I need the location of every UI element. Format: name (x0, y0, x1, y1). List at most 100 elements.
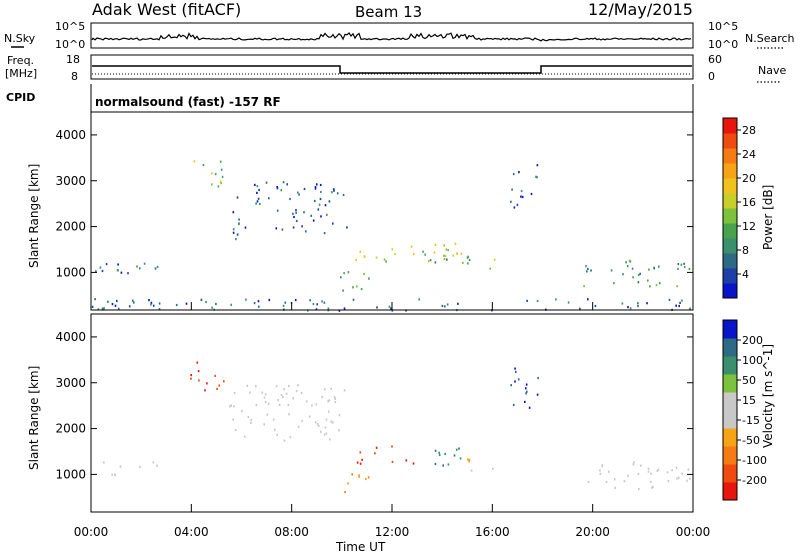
velocity-panel (103, 361, 691, 494)
data-cell (391, 248, 394, 251)
colorbar-tick-label: 28 (742, 124, 756, 137)
data-cell (101, 307, 104, 310)
data-cell (347, 482, 349, 485)
data-cell (139, 267, 141, 270)
time-axis: 00:00 04:00 08:00 12:00 16:00 20:00 00:00 (74, 302, 710, 539)
data-cell (394, 253, 396, 256)
data-cell (601, 464, 603, 468)
data-cell (355, 258, 357, 262)
data-cell (318, 203, 321, 206)
data-cell (536, 393, 539, 396)
data-cell (91, 305, 94, 308)
data-cell (344, 491, 346, 494)
data-cell (434, 243, 437, 246)
data-cell (410, 245, 413, 248)
data-cell (467, 262, 469, 265)
data-cell (156, 265, 159, 268)
data-cell (300, 391, 303, 394)
date-title: 12/May/2015 (588, 0, 693, 19)
data-cell (301, 225, 303, 228)
data-cell (689, 307, 691, 310)
scatter-region (587, 461, 691, 491)
data-cell (583, 285, 585, 288)
data-cell (314, 187, 317, 190)
data-cell (236, 196, 239, 199)
data-cell (390, 307, 392, 310)
data-cell (107, 300, 109, 303)
data-cell (360, 288, 363, 291)
data-cell (493, 258, 496, 261)
data-cell (458, 447, 460, 450)
y-tick-label: 1000 (55, 467, 86, 481)
data-cell (277, 399, 279, 402)
data-cell (412, 462, 415, 465)
data-cell (528, 406, 531, 409)
data-cell (453, 454, 456, 457)
y-tick-label: 3000 (55, 376, 86, 390)
data-cell (467, 458, 469, 461)
data-cell (276, 433, 278, 436)
x-tick-label: 20:00 (575, 525, 610, 539)
data-cell (375, 446, 378, 449)
data-cell (525, 383, 528, 386)
data-cell (438, 451, 440, 454)
data-cell (287, 404, 290, 407)
data-cell (127, 272, 129, 275)
data-cell (119, 465, 122, 468)
data-cell (683, 262, 685, 265)
data-cell (323, 433, 326, 436)
data-cell (521, 195, 524, 199)
freq-panel-frame (90, 54, 694, 80)
beam-title: Beam 13 (355, 3, 422, 21)
data-cell (319, 197, 322, 201)
data-cell (190, 374, 192, 377)
data-cell (158, 302, 161, 305)
data-cell (286, 183, 288, 186)
data-cell (220, 168, 223, 171)
data-cell (433, 251, 436, 254)
data-cell (512, 173, 515, 176)
data-cell (256, 200, 259, 203)
data-cell (368, 277, 370, 280)
data-cell (314, 186, 317, 189)
data-cell (221, 175, 224, 178)
scatter-region (434, 447, 462, 467)
data-cell (667, 480, 670, 483)
data-cell (255, 202, 257, 205)
data-cell (655, 283, 658, 287)
data-cell (677, 267, 679, 270)
data-cell (282, 181, 285, 184)
data-cell (292, 397, 294, 400)
x-tick-label: 16:00 (475, 525, 510, 539)
data-cell (116, 299, 118, 303)
data-cell (361, 458, 363, 461)
colorbar-tick-label: -15 (742, 414, 760, 427)
data-cell (638, 487, 640, 491)
data-cell (229, 405, 231, 408)
data-cell (232, 211, 235, 214)
colorbar-swatch (723, 356, 737, 375)
data-cell (254, 183, 256, 186)
data-cell (114, 474, 117, 477)
colorbar-swatch (723, 178, 737, 194)
data-cell (666, 471, 669, 474)
data-cell (444, 254, 447, 257)
data-cell (328, 200, 331, 203)
noise-tick-left-top: 10^5 (55, 20, 85, 33)
data-cell (321, 396, 323, 399)
data-cell (444, 452, 446, 456)
colorbar-tick-label: 100 (742, 354, 763, 367)
data-cell (629, 307, 632, 310)
data-cell (276, 209, 279, 212)
data-cell (628, 259, 631, 262)
data-cell (647, 470, 650, 473)
data-cell (686, 479, 688, 482)
data-cell (327, 307, 330, 310)
data-cell (637, 273, 640, 277)
data-cell (301, 420, 303, 423)
data-cell (613, 282, 615, 285)
data-cell (511, 188, 513, 191)
data-cell (676, 477, 678, 480)
data-cell (456, 252, 458, 255)
data-cell (447, 463, 450, 466)
